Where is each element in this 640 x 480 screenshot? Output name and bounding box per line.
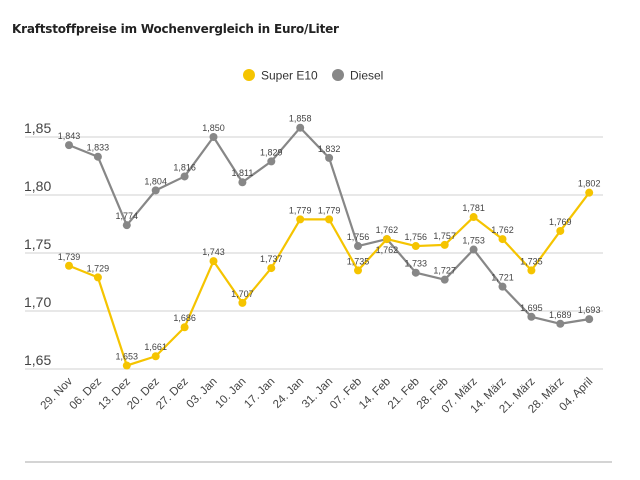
data-point [151,186,160,195]
x-tick-label: 10. Jan [213,376,248,411]
data-point [527,312,536,321]
data-label: 1,757 [433,231,456,241]
data-label: 1,858 [289,114,312,124]
data-label: 1,762 [376,225,399,235]
data-label: 1,753 [462,236,485,246]
data-label: 1,735 [347,256,370,266]
data-label: 1,739 [58,252,81,262]
data-point [122,221,131,230]
data-point [122,361,131,370]
data-label: 1,695 [520,303,543,313]
y-tick-label: 1,85 [24,120,51,136]
x-tick-label: 03. Jan [184,376,219,411]
data-point [411,242,420,251]
data-label: 1,762 [491,225,514,235]
data-label: 1,686 [173,313,196,323]
data-point [354,242,362,251]
data-point [267,157,276,166]
y-tick-label: 1,70 [24,294,51,310]
data-label: 1,661 [144,342,167,352]
data-label: 1,689 [549,310,572,320]
data-label: 1,843 [58,131,81,141]
data-label: 1,707 [231,289,254,299]
data-label: 1,693 [578,305,601,315]
data-point [180,172,189,181]
data-label: 1,721 [491,273,514,283]
x-tick-label: 24. Jan [271,376,306,411]
y-tick-label: 1,65 [24,352,51,368]
data-point [585,188,594,197]
data-label: 1,781 [462,203,485,213]
data-label: 1,735 [520,256,543,266]
data-label: 1,829 [260,147,283,157]
data-label: 1,737 [260,254,283,264]
data-point [498,282,507,291]
data-point [469,245,478,254]
data-point [151,352,160,361]
data-label: 1,733 [405,259,428,269]
data-label: 1,653 [116,352,139,362]
y-tick-label: 1,75 [24,236,51,252]
data-point [325,153,334,162]
data-label: 1,729 [87,263,110,273]
data-label: 1,833 [87,143,110,153]
legend-label-0: Super E10 [261,69,318,83]
data-point [354,266,362,275]
data-label: 1,779 [318,205,341,215]
data-point [325,215,334,224]
x-tick-label: 27. Dez [154,375,191,412]
data-label: 1,756 [405,232,428,242]
data-point [527,266,536,275]
data-point [382,235,391,244]
data-label: 1,756 [347,232,370,242]
data-point [585,315,594,324]
data-label: 1,743 [202,247,225,257]
data-label: 1,774 [116,211,139,221]
data-label: 1,727 [433,266,456,276]
data-point [469,213,478,222]
data-point [440,275,449,284]
data-point [296,215,305,224]
data-label: 1,811 [231,168,253,178]
data-label: 1,802 [578,179,601,189]
legend-marker-0 [243,69,255,81]
data-point [238,178,247,187]
x-tick-label: 17. Jan [242,376,277,411]
data-point [411,268,420,277]
legend-marker-1 [332,69,344,81]
data-point [65,141,73,150]
data-point [209,133,218,141]
data-point [238,298,247,307]
legend-label-1: Diesel [350,69,383,83]
y-tick-label: 1,80 [24,178,51,194]
data-label: 1,762 [376,245,399,255]
data-label: 1,816 [173,162,196,172]
chart-title: Kraftstoffpreise im Wochenvergleich in E… [12,22,339,36]
data-point [440,240,449,249]
data-point [296,123,305,132]
data-point [556,319,565,328]
data-point [180,323,189,332]
data-point [209,257,218,266]
data-label: 1,779 [289,205,312,215]
data-point [93,152,102,161]
data-label: 1,832 [318,144,341,154]
data-label: 1,804 [144,176,167,186]
data-label: 1,850 [202,123,225,133]
data-point [93,273,102,282]
data-point [556,226,565,235]
data-point [498,235,507,244]
data-label: 1,769 [549,217,572,227]
data-point [267,264,276,273]
data-point [65,261,73,270]
